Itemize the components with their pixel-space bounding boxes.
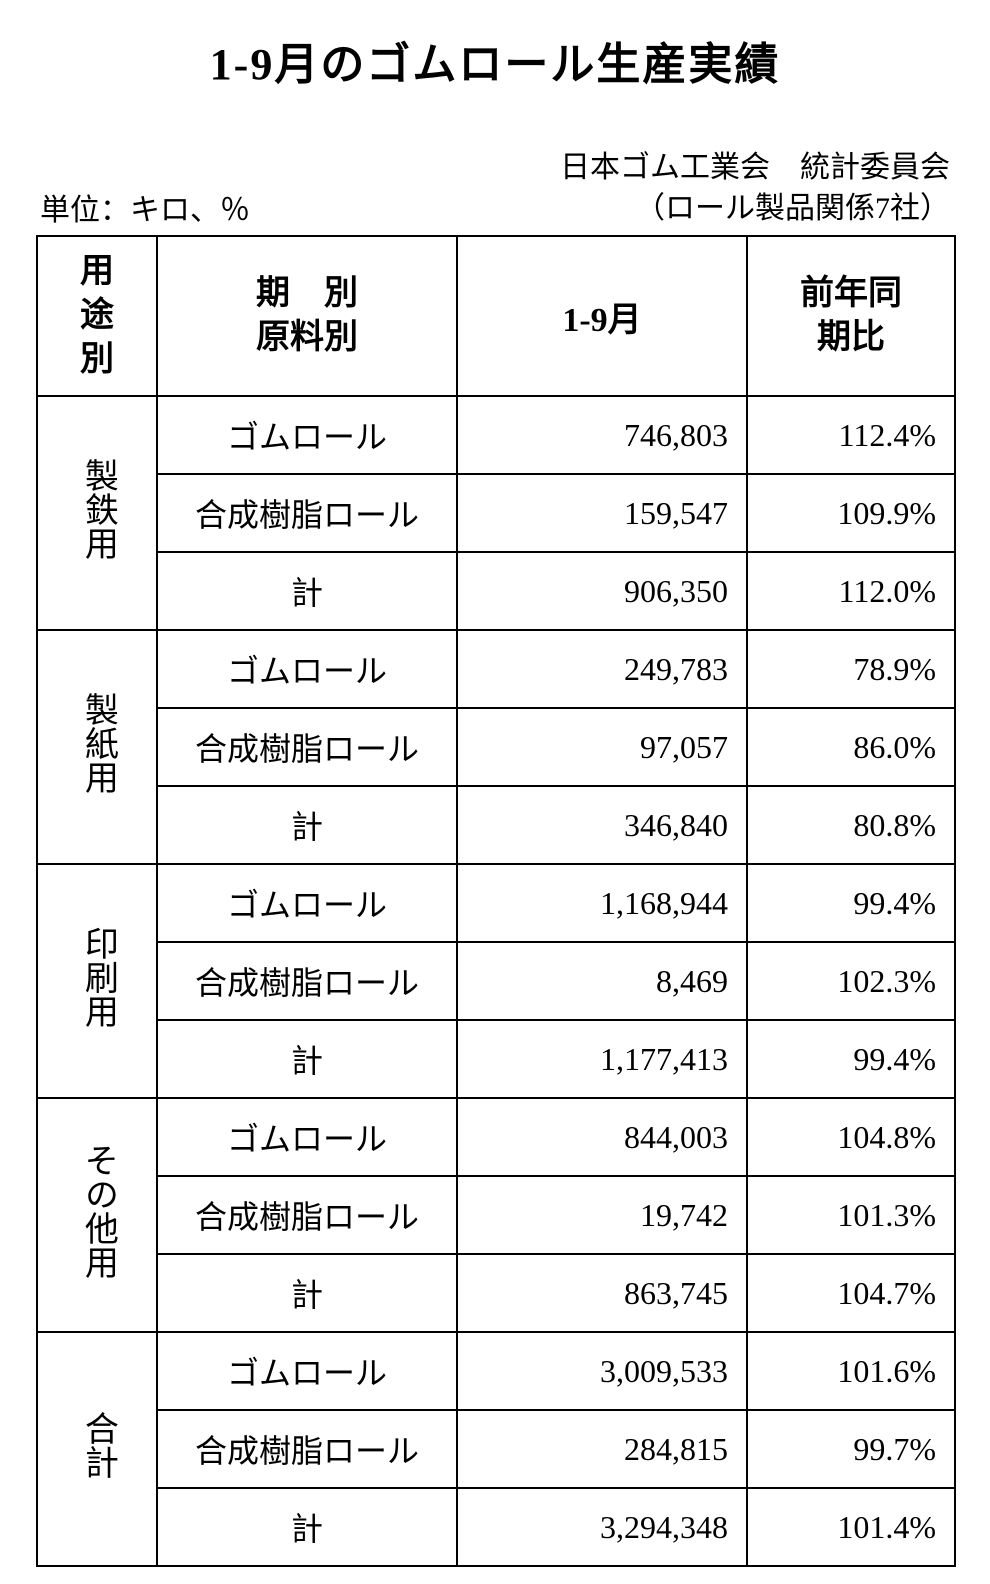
value-cell: 844,003 xyxy=(457,1098,747,1176)
yoy-cell: 101.6% xyxy=(747,1332,955,1410)
table-body: 製鉄用ゴムロール746,803112.4%合成樹脂ロール159,547109.9… xyxy=(37,396,955,1566)
unit-label: 単位：キロ、％ xyxy=(40,185,250,229)
category-label: 印刷用 xyxy=(77,926,118,1028)
table-row: 合成樹脂ロール284,81599.7% xyxy=(37,1410,955,1488)
category-cell: その他用 xyxy=(37,1098,157,1332)
col1-l2: 途 xyxy=(80,297,114,334)
col-header-period: 1-9月 xyxy=(457,236,747,396)
material-label: ゴムロール xyxy=(157,864,457,942)
table-row: 計863,745104.7% xyxy=(37,1254,955,1332)
page-title: 1-9月のゴムロール生産実績 xyxy=(36,28,954,92)
value-cell: 1,177,413 xyxy=(457,1020,747,1098)
category-cell: 印刷用 xyxy=(37,864,157,1098)
value-cell: 906,350 xyxy=(457,552,747,630)
material-label: 計 xyxy=(157,1254,457,1332)
value-cell: 3,009,533 xyxy=(457,1332,747,1410)
value-cell: 3,294,348 xyxy=(457,1488,747,1566)
value-cell: 19,742 xyxy=(457,1176,747,1254)
material-label: 合成樹脂ロール xyxy=(157,708,457,786)
value-cell: 159,547 xyxy=(457,474,747,552)
col-header-usage: 用 途 別 xyxy=(37,236,157,396)
table-row: 計1,177,41399.4% xyxy=(37,1020,955,1098)
table-row: 合成樹脂ロール19,742101.3% xyxy=(37,1176,955,1254)
col-header-yoy: 前年同 期比 xyxy=(747,236,955,396)
category-cell: 合計 xyxy=(37,1332,157,1566)
production-table: 用 途 別 期 別 原料別 1-9月 前年同 期比 xyxy=(36,235,956,1567)
table-row: 計346,84080.8% xyxy=(37,786,955,864)
col-header-material: 期 別 原料別 xyxy=(157,236,457,396)
col1-l3: 別 xyxy=(80,341,114,378)
col4-l1: 前年同 xyxy=(800,275,902,312)
table-row: 計3,294,348101.4% xyxy=(37,1488,955,1566)
table-row: 合成樹脂ロール97,05786.0% xyxy=(37,708,955,786)
yoy-cell: 112.0% xyxy=(747,552,955,630)
material-label: 合成樹脂ロール xyxy=(157,1410,457,1488)
col2-l2: 原料別 xyxy=(256,319,358,356)
material-label: 合成樹脂ロール xyxy=(157,1176,457,1254)
source-line-1: 日本ゴム工業会 統計委員会 xyxy=(560,148,950,189)
category-label: 合計 xyxy=(77,1411,118,1479)
material-label: ゴムロール xyxy=(157,630,457,708)
value-cell: 249,783 xyxy=(457,630,747,708)
table-row: 印刷用ゴムロール1,168,94499.4% xyxy=(37,864,955,942)
source-block: 日本ゴム工業会 統計委員会 （ロール製品関係7社） xyxy=(560,148,950,229)
yoy-cell: 86.0% xyxy=(747,708,955,786)
value-cell: 97,057 xyxy=(457,708,747,786)
material-label: 計 xyxy=(157,552,457,630)
value-cell: 1,168,944 xyxy=(457,864,747,942)
yoy-cell: 109.9% xyxy=(747,474,955,552)
meta-row: 単位：キロ、％ 日本ゴム工業会 統計委員会 （ロール製品関係7社） xyxy=(36,148,954,235)
yoy-cell: 101.3% xyxy=(747,1176,955,1254)
value-cell: 8,469 xyxy=(457,942,747,1020)
category-label: 製鉄用 xyxy=(77,458,118,560)
category-label: 製紙用 xyxy=(77,692,118,794)
table-row: 製鉄用ゴムロール746,803112.4% xyxy=(37,396,955,474)
col4-l2: 期比 xyxy=(817,319,885,356)
yoy-cell: 99.7% xyxy=(747,1410,955,1488)
yoy-cell: 80.8% xyxy=(747,786,955,864)
value-cell: 746,803 xyxy=(457,396,747,474)
yoy-cell: 102.3% xyxy=(747,942,955,1020)
yoy-cell: 104.7% xyxy=(747,1254,955,1332)
value-cell: 284,815 xyxy=(457,1410,747,1488)
material-label: 計 xyxy=(157,786,457,864)
category-label: その他用 xyxy=(77,1143,118,1279)
material-label: 計 xyxy=(157,1020,457,1098)
table-row: 製紙用ゴムロール249,78378.9% xyxy=(37,630,955,708)
table-row: その他用ゴムロール844,003104.8% xyxy=(37,1098,955,1176)
value-cell: 346,840 xyxy=(457,786,747,864)
yoy-cell: 101.4% xyxy=(747,1488,955,1566)
material-label: ゴムロール xyxy=(157,1098,457,1176)
value-cell: 863,745 xyxy=(457,1254,747,1332)
yoy-cell: 112.4% xyxy=(747,396,955,474)
material-label: ゴムロール xyxy=(157,1332,457,1410)
category-cell: 製鉄用 xyxy=(37,396,157,630)
material-label: 合成樹脂ロール xyxy=(157,942,457,1020)
yoy-cell: 78.9% xyxy=(747,630,955,708)
table-row: 合成樹脂ロール8,469102.3% xyxy=(37,942,955,1020)
table-row: 計906,350112.0% xyxy=(37,552,955,630)
material-label: 計 xyxy=(157,1488,457,1566)
material-label: 合成樹脂ロール xyxy=(157,474,457,552)
yoy-cell: 99.4% xyxy=(747,864,955,942)
yoy-cell: 104.8% xyxy=(747,1098,955,1176)
col2-l1: 期 別 xyxy=(256,275,358,312)
category-cell: 製紙用 xyxy=(37,630,157,864)
material-label: ゴムロール xyxy=(157,396,457,474)
yoy-cell: 99.4% xyxy=(747,1020,955,1098)
col1-l1: 用 xyxy=(80,253,114,290)
table-row: 合計ゴムロール3,009,533101.6% xyxy=(37,1332,955,1410)
source-line-2: （ロール製品関係7社） xyxy=(560,189,950,230)
table-row: 合成樹脂ロール159,547109.9% xyxy=(37,474,955,552)
